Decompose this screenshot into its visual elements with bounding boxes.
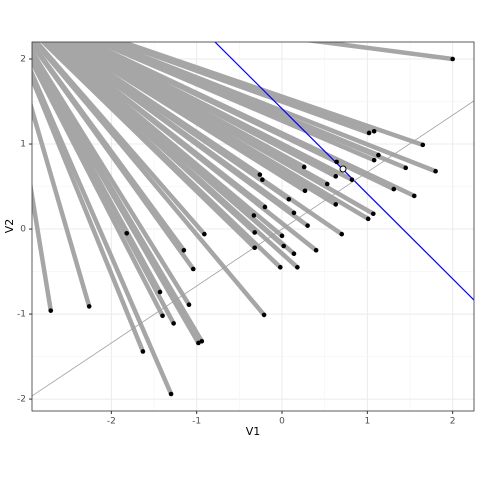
- point: [334, 159, 339, 165]
- reference-line: [214, 42, 474, 301]
- panel-border: [31, 41, 475, 412]
- point: [450, 56, 455, 62]
- y-tick-label: 1: [20, 140, 26, 150]
- projection-segment: [66, 42, 370, 221]
- projection-segment: [100, 42, 437, 174]
- projection-segment: [33, 42, 207, 236]
- point: [302, 188, 308, 194]
- projection-segment: [32, 101, 92, 308]
- point: [160, 313, 165, 319]
- projection-segment: [32, 181, 53, 312]
- x-tick-label: 2: [450, 417, 456, 427]
- point: [371, 157, 377, 163]
- point: [186, 302, 192, 308]
- point: [349, 177, 355, 183]
- point: [333, 202, 339, 207]
- projection-segment: [32, 42, 266, 317]
- point: [391, 186, 397, 192]
- point: [279, 233, 285, 239]
- x-tick-label: -1: [192, 417, 201, 427]
- point: [157, 289, 163, 295]
- point: [168, 391, 174, 397]
- point: [48, 308, 54, 313]
- point: [366, 130, 372, 136]
- point: [257, 172, 263, 177]
- point: [420, 142, 426, 148]
- points: [48, 56, 455, 397]
- y-tick-label: 2: [20, 55, 26, 65]
- point: [339, 231, 345, 237]
- y-tick-label: 0: [20, 225, 26, 235]
- point: [181, 248, 187, 253]
- point: [252, 230, 258, 235]
- point: [278, 265, 283, 270]
- point: [433, 168, 438, 174]
- projection-segment: [32, 72, 146, 353]
- highlight-point: [339, 165, 347, 173]
- point: [403, 165, 409, 171]
- y-tick-label: -1: [17, 310, 26, 320]
- projection-segment: [115, 42, 424, 148]
- point: [333, 174, 339, 179]
- projection-segment: [92, 42, 376, 163]
- point: [140, 349, 146, 354]
- point: [376, 152, 381, 158]
- y-axis-title: V2: [3, 219, 16, 234]
- x-tick-label: 1: [364, 417, 370, 427]
- projection-segment: [53, 42, 309, 228]
- projection-segment: [77, 42, 354, 182]
- point: [261, 312, 267, 318]
- projection-segment: [32, 49, 204, 343]
- point: [291, 251, 297, 257]
- projection-segment: [46, 42, 284, 238]
- projection-segment: [68, 42, 375, 216]
- point: [190, 266, 196, 272]
- x-tick-label: 0: [279, 417, 285, 427]
- projection-segment: [83, 42, 416, 198]
- point: [305, 223, 310, 228]
- point: [196, 340, 201, 346]
- x-tick-label: -2: [107, 417, 116, 427]
- point: [371, 128, 377, 134]
- projection-segment: [304, 42, 453, 62]
- point: [171, 321, 176, 326]
- point: [365, 216, 371, 222]
- point: [291, 210, 297, 216]
- projections: [32, 42, 453, 395]
- point: [251, 213, 257, 218]
- point: [281, 243, 287, 249]
- projection-segment: [32, 47, 191, 306]
- projection-segment: [32, 54, 176, 325]
- x-axis-title: V1: [246, 425, 261, 438]
- point: [295, 265, 300, 270]
- point: [260, 177, 265, 183]
- point: [86, 304, 92, 309]
- point: [124, 231, 130, 236]
- projection-segment: [95, 42, 407, 170]
- point: [262, 204, 268, 210]
- point: [371, 211, 376, 217]
- point: [301, 164, 307, 170]
- point: [202, 231, 207, 237]
- y-tick-label: -2: [17, 395, 26, 405]
- projection-segment: [32, 68, 174, 395]
- projection-segment: [40, 42, 282, 269]
- point: [286, 196, 292, 202]
- point: [313, 248, 319, 253]
- point: [411, 193, 417, 199]
- projection-segment: [32, 57, 165, 317]
- projection-segment: [57, 42, 344, 237]
- point: [199, 338, 205, 344]
- point: [324, 181, 330, 187]
- point: [252, 245, 258, 251]
